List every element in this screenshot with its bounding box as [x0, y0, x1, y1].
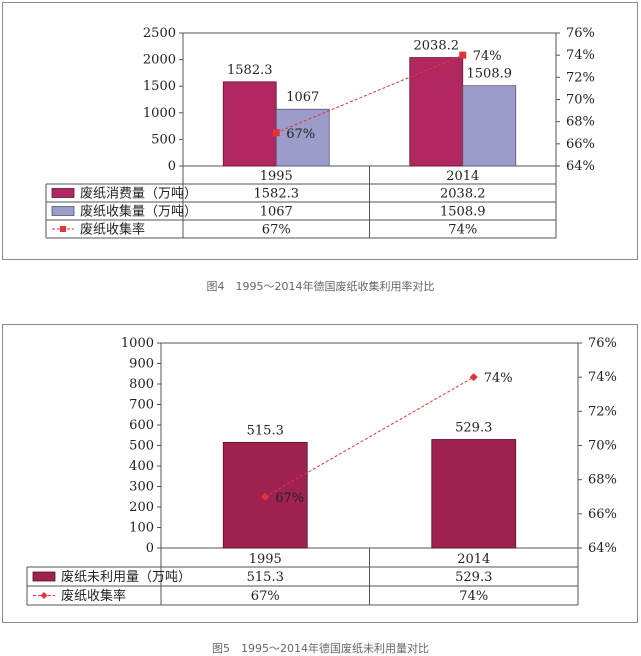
- y-axis-tick-label: 2000: [143, 53, 176, 68]
- rate-marker: [261, 492, 270, 501]
- bar: [222, 81, 277, 167]
- figure-4-chart: 0 500 1000 1500 2000 2500 64% 66% 68% 70% 72% 74% 76…: [2, 2, 638, 260]
- legend-series-name: 废纸收集量（万吨）: [80, 204, 197, 220]
- y-axis-tick-label: 900: [129, 357, 154, 372]
- legend-key: [32, 571, 56, 582]
- y-axis-tick-label: 500: [129, 439, 154, 454]
- bar: [462, 85, 517, 167]
- y-axis-tick-label: 800: [129, 377, 154, 392]
- table-cell: 515.3: [247, 570, 284, 585]
- y2-axis-tick-label: 76%: [588, 336, 617, 351]
- table-cell: 67%: [251, 589, 280, 604]
- legend-series-name: 废纸消费量（万吨）: [80, 186, 197, 202]
- y-axis-tick-label: 500: [151, 132, 176, 147]
- y-axis-tick-label: 700: [129, 398, 154, 413]
- plot-area: 0 500 1000 1500 2000 2500 64% 66% 68% 70% 72% 74% 76…: [143, 26, 595, 174]
- y-axis-tick-label: 300: [129, 480, 154, 495]
- y-axis-tick-label: 0: [168, 159, 176, 174]
- rate-marker: [272, 129, 280, 137]
- table-cell: 1582.3: [254, 187, 300, 202]
- bar-data-label: 515.3: [247, 423, 284, 438]
- y2-axis-tick-label: 66%: [566, 137, 595, 152]
- y-axis-tick-label: 400: [129, 459, 154, 474]
- y2-axis-tick-label: 64%: [566, 159, 595, 174]
- y2-axis-tick-label: 72%: [566, 70, 595, 85]
- category-label: 1995: [249, 552, 282, 567]
- y-axis-tick-label: 0: [146, 541, 154, 556]
- y-axis-tick-label: 1500: [143, 79, 176, 94]
- rate-data-label: 74%: [473, 49, 502, 64]
- data-table: 1995 2014 废纸未利用量（万吨） 515.3 529.3 废纸收集率 67% 74%: [26, 548, 579, 606]
- y-axis-tick-label: 1000: [143, 106, 176, 121]
- table-cell: 2038.2: [440, 187, 486, 202]
- y2-axis-tick-label: 68%: [588, 473, 617, 488]
- rate-line: [265, 376, 474, 498]
- rate-data-label: 67%: [286, 127, 315, 142]
- y-axis-tick-label: 200: [129, 500, 154, 515]
- y2-axis-tick-label: 70%: [588, 439, 617, 454]
- rate-data-label: 67%: [275, 491, 304, 506]
- table-cell: 67%: [262, 223, 291, 238]
- bar-data-label: 2038.2: [414, 39, 460, 54]
- plot-area: 0 100 200 300 400 500 600 700 800 900 1000 64% 66% 68…: [121, 336, 617, 556]
- table-cell: 529.3: [455, 570, 492, 585]
- legend-series-name: 废纸未利用量（万吨）: [61, 569, 191, 585]
- y2-axis-tick-label: 74%: [588, 370, 617, 385]
- rate-line: [276, 54, 463, 134]
- y2-axis-tick-label: 66%: [588, 507, 617, 522]
- y2-axis-tick-label: 76%: [566, 26, 595, 41]
- legend-key: [51, 206, 75, 216]
- y2-axis-tick-label: 70%: [566, 93, 595, 108]
- table-cell: 74%: [459, 589, 488, 604]
- y2-axis-tick-label: 72%: [588, 404, 617, 419]
- bar-data-label: 1582.3: [227, 63, 273, 78]
- y-axis-tick-label: 1000: [121, 336, 154, 351]
- y-axis-tick-label: 600: [129, 418, 154, 433]
- y-axis-tick-label: 2500: [143, 26, 176, 41]
- legend-key-marker: [40, 592, 48, 599]
- legend-key-marker: [60, 226, 66, 232]
- bar-data-label: 1067: [286, 90, 319, 105]
- figure-4-caption: 图4 1995～2014年德国废纸收集利用率对比: [206, 280, 435, 293]
- legend-series-name: 废纸收集率: [61, 588, 126, 604]
- data-table: 1995 2014 废纸消费量（万吨） 1582.3 2038.2 废纸收集量（万吨） 10…: [45, 166, 557, 239]
- legend-series-name: 废纸收集率: [80, 222, 145, 238]
- category-label: 2014: [446, 169, 479, 184]
- table-cell: 1508.9: [440, 205, 486, 220]
- bar: [275, 108, 330, 167]
- bar: [431, 439, 517, 549]
- bar: [409, 57, 464, 167]
- figure-4-svg: 0 500 1000 1500 2000 2500 64% 66% 68% 70% 72% 74% 76…: [45, 26, 595, 239]
- rate-data-label: 74%: [484, 371, 513, 386]
- category-label: 1995: [260, 169, 293, 184]
- bar-data-label: 1508.9: [467, 67, 513, 82]
- figure-5-chart: 0 100 200 300 400 500 600 700 800 900 1000 64% 66% 68…: [2, 324, 638, 623]
- rate-marker: [459, 51, 467, 59]
- y2-axis-tick-label: 68%: [566, 115, 595, 130]
- legend-key: [51, 188, 75, 198]
- figure-5-caption: 图5 1995～2014年德国废纸未利用量对比: [212, 642, 429, 655]
- y2-axis-tick-label: 64%: [588, 541, 617, 556]
- table-cell: 1067: [260, 205, 293, 220]
- rate-marker: [469, 373, 478, 382]
- table-cell: 74%: [448, 223, 477, 238]
- y2-axis-tick-label: 74%: [566, 48, 595, 63]
- y-axis-tick-label: 100: [129, 521, 154, 536]
- bar-data-label: 529.3: [455, 420, 492, 435]
- category-label: 2014: [457, 552, 490, 567]
- figure-5-svg: 0 100 200 300 400 500 600 700 800 900 1000 64% 66% 68…: [26, 336, 617, 606]
